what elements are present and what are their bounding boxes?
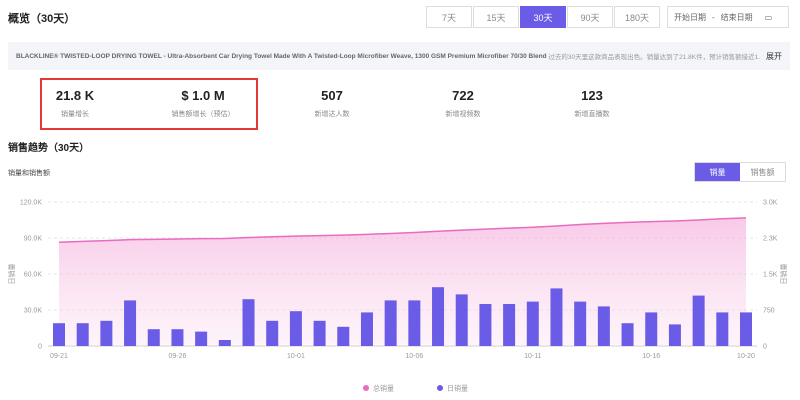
range-tab[interactable]: 7天 xyxy=(426,6,472,28)
bar xyxy=(621,323,634,346)
stat-label: 新增直播数 xyxy=(574,111,610,118)
section-subtitle: 销量和销售额 xyxy=(8,170,50,177)
bar xyxy=(124,300,137,346)
highlight-box xyxy=(40,78,258,130)
bar xyxy=(503,304,516,346)
chart: 0 30.0K 60.0K 90.0K 120.0K 0 750 1.5K 2.3K 3.0K 日销… xyxy=(7,200,788,393)
stat-value: 507 xyxy=(321,88,343,103)
bar xyxy=(171,329,184,346)
stat-label: 销售额增长（预估） xyxy=(171,111,235,118)
bar xyxy=(218,340,231,346)
bar xyxy=(289,311,302,346)
range-tab[interactable]: 90天 xyxy=(567,6,613,28)
bar xyxy=(597,306,610,346)
y2-tick-label: 1.5K xyxy=(763,272,778,279)
bar xyxy=(337,326,350,346)
product-banner: BLACKLINE® TWISTED-LOOP DRYING TOWEL - U… xyxy=(8,42,790,70)
bar xyxy=(360,312,373,346)
x-tick-label: 10-11 xyxy=(524,353,541,360)
bar xyxy=(100,320,113,346)
bar xyxy=(479,304,492,346)
bar xyxy=(266,320,279,346)
bar xyxy=(716,312,729,346)
date-range[interactable]: 开始日期 - 结束日期 ▭ xyxy=(667,6,789,28)
y-axis-title: 日销量 xyxy=(7,264,16,285)
bar xyxy=(384,300,397,346)
calendar-icon: ▭ xyxy=(764,12,773,22)
expand-link[interactable]: 展开 xyxy=(766,51,782,61)
y-tick-label: 0 xyxy=(38,344,42,351)
stat: 123 新增直播数 xyxy=(532,88,652,119)
y2-tick-label: 3.0K xyxy=(763,200,778,207)
stat-label: 新增视频数 xyxy=(445,111,481,118)
overview-title: 概览（30天） xyxy=(8,13,76,25)
x-tick-label: 10-20 xyxy=(737,353,755,360)
toggle-option[interactable]: 销量 xyxy=(695,163,740,181)
product-name: BLACKLINE® TWISTED-LOOP DRYING TOWEL - U… xyxy=(16,52,547,60)
date-sep: - xyxy=(712,12,715,22)
stat-value: 123 xyxy=(581,88,603,103)
bar xyxy=(645,312,658,346)
stat: 507 新增达人数 xyxy=(272,88,392,119)
date-start: 开始日期 xyxy=(674,12,706,22)
bar xyxy=(408,300,421,346)
y2-tick-label: 750 xyxy=(763,308,775,315)
x-tick-label: 09-21 xyxy=(50,353,68,360)
range-tab[interactable]: 180天 xyxy=(614,6,660,28)
y-tick-label: 60.0K xyxy=(24,272,43,279)
section-title: 销售趋势（30天） xyxy=(8,143,90,154)
line xyxy=(58,217,747,243)
x-tick-label: 10-01 xyxy=(287,353,305,360)
bar xyxy=(668,324,681,346)
y2-tick-label: 2.3K xyxy=(763,236,778,243)
bar xyxy=(692,295,705,346)
y2-axis-title: 日销量 xyxy=(779,264,788,285)
range-tab[interactable]: 15天 xyxy=(473,6,519,28)
bar xyxy=(526,301,539,346)
y-tick-label: 30.0K xyxy=(24,308,43,315)
bar xyxy=(432,287,445,346)
stat: 21.8 K 销量增长 xyxy=(15,88,135,119)
date-end: 结束日期 xyxy=(720,12,753,22)
product-summary: 过去的30天里这款商品表现出色。销量达到了21.8K件，预计销售额接近1. xyxy=(548,54,761,61)
range-tab[interactable]: 30天 xyxy=(520,6,566,28)
legend-marker xyxy=(437,385,443,391)
toggle-option[interactable]: 销售额 xyxy=(750,167,775,177)
metric-toggle: 销量 销售额 xyxy=(694,162,786,182)
bar xyxy=(147,329,160,346)
x-tick-label: 10-16 xyxy=(642,353,660,360)
x-tick-label: 09-26 xyxy=(168,353,186,360)
bar xyxy=(195,331,208,346)
area-fill xyxy=(59,217,746,346)
x-tick-label: 10-06 xyxy=(405,353,423,360)
stat: 722 新增视频数 xyxy=(403,88,523,119)
stat-value: 722 xyxy=(452,88,474,103)
bar xyxy=(550,288,563,346)
legend-label: 总销量 xyxy=(373,384,394,393)
bar xyxy=(574,301,587,346)
bar xyxy=(76,323,89,346)
stat: $ 1.0 M 销售额增长（预估） xyxy=(143,88,263,119)
legend-label: 日销量 xyxy=(447,384,468,393)
y-tick-label: 90.0K xyxy=(24,236,43,243)
bar xyxy=(53,323,65,346)
stat-label: 新增达人数 xyxy=(314,111,350,118)
bar xyxy=(455,294,468,346)
y2-tick-label: 0 xyxy=(763,344,767,351)
stat-value: 21.8 K xyxy=(55,88,95,103)
bar xyxy=(313,320,326,346)
legend-marker xyxy=(363,385,369,391)
y-tick-label: 120.0K xyxy=(20,200,43,207)
bar xyxy=(242,299,255,346)
stat-label: 销量增长 xyxy=(61,111,89,118)
stat-value: $ 1.0 M xyxy=(181,88,225,103)
bar xyxy=(740,312,752,346)
